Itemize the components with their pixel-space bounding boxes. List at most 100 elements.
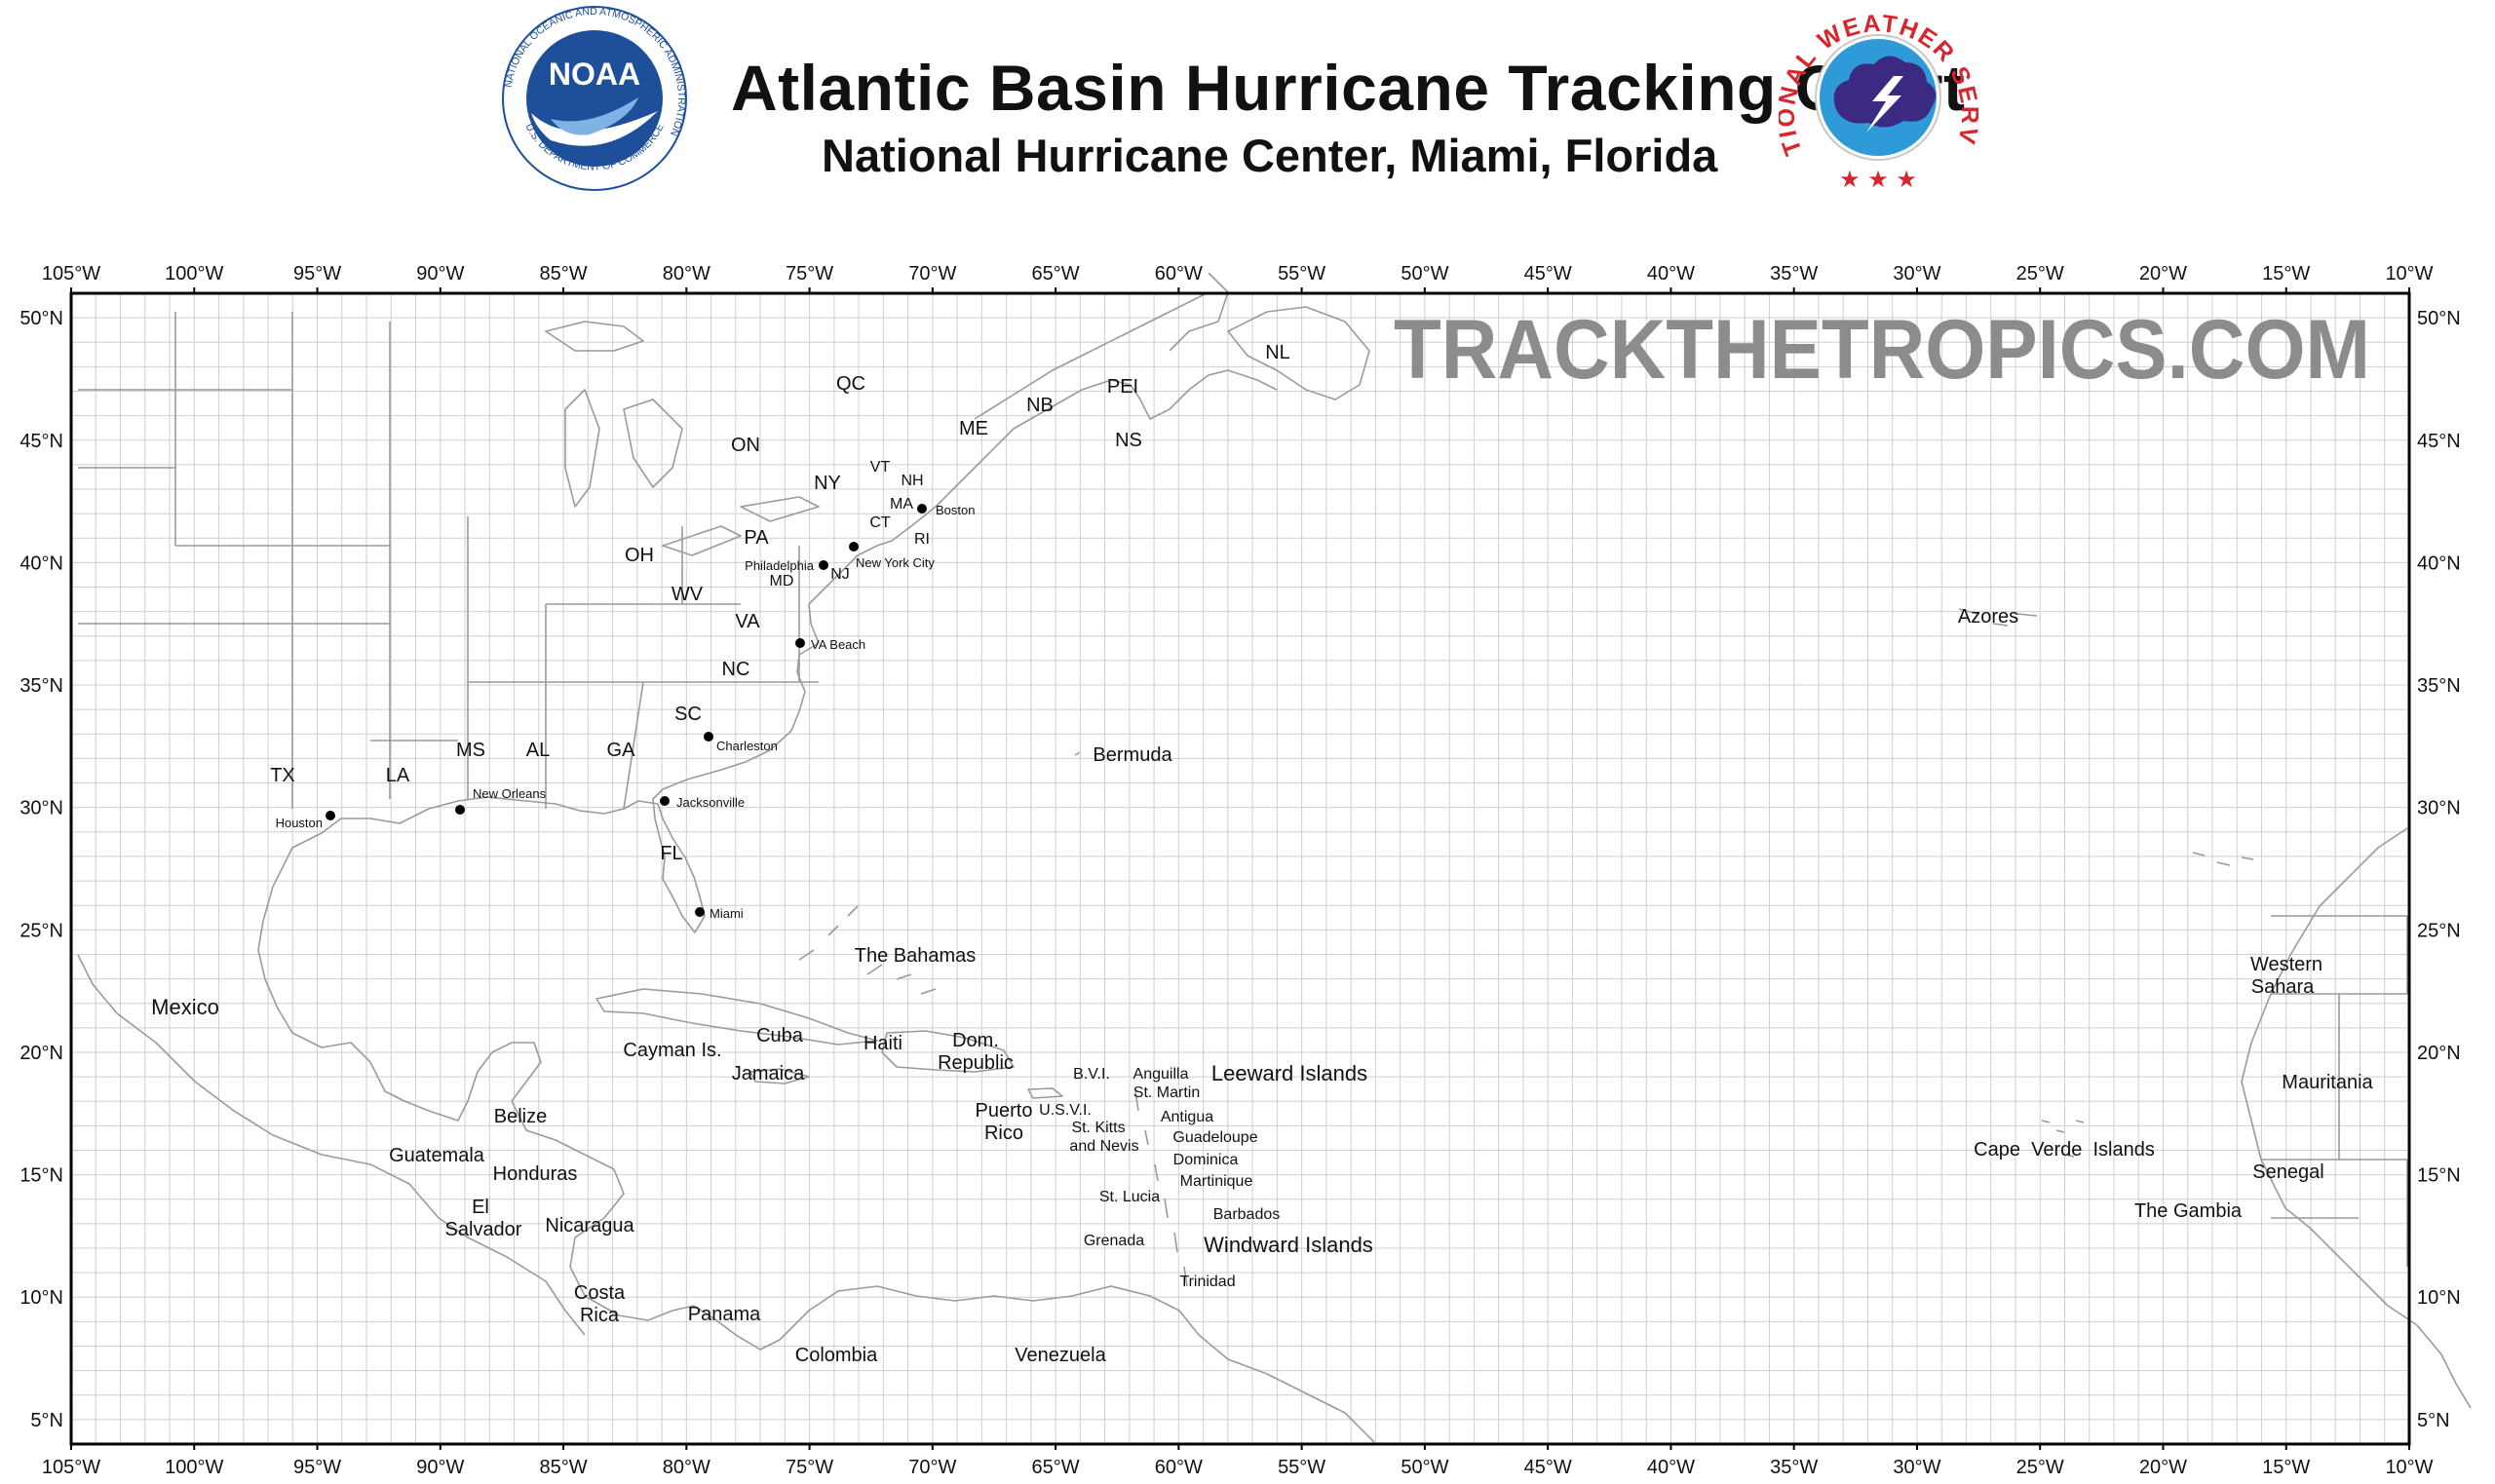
cape-verde-islands (2041, 1120, 2085, 1158)
lon-tick-label-top: 90°W (416, 263, 464, 285)
lon-tick-label-top: 65°W (1032, 263, 1080, 285)
lat-tick-label-left: 10°N (19, 1287, 63, 1309)
bahamas-islands (798, 905, 937, 995)
lon-tick-label-top: 100°W (165, 263, 223, 285)
lon-tick-label-top: 85°W (539, 263, 587, 285)
place-label: Grenada (1084, 1233, 1144, 1249)
axis-labels: 105°W 105°W 100°W 100°W 95°W 95°W 90°W 90°W 85°W… (19, 263, 2460, 1478)
lat-tick-label-right: 15°N (2417, 1165, 2461, 1187)
city-marker-icon (819, 560, 828, 570)
lon-tick-label-bottom: 60°W (1155, 1457, 1203, 1478)
place-label: Bermuda (1093, 744, 1172, 766)
lon-tick-label-top: 20°W (2139, 263, 2187, 285)
place-label: Belize (494, 1106, 547, 1127)
place-label: PEI (1107, 376, 1138, 398)
city-marker-icon (695, 907, 705, 917)
lon-tick-label-bottom: 40°W (1647, 1457, 1695, 1478)
lon-tick-label-bottom: 90°W (416, 1457, 464, 1478)
place-label: AL (526, 740, 550, 761)
lat-tick-label-left: 15°N (19, 1165, 63, 1187)
place-label: El (472, 1197, 489, 1218)
city-markers: Boston New York City Philadelphia VA Beach C… (276, 503, 976, 921)
place-label: Panama (688, 1304, 761, 1325)
place-label: Jamaica (732, 1063, 805, 1084)
place-label: U.S.V.I. (1039, 1102, 1092, 1119)
lon-tick-label-top: 105°W (42, 263, 100, 285)
city-label: Houston (276, 816, 323, 830)
lon-tick-label-bottom: 45°W (1524, 1457, 1572, 1478)
lon-tick-label-bottom: 15°W (2262, 1457, 2310, 1478)
lon-tick-label-top: 60°W (1155, 263, 1203, 285)
place-label: St. Martin (1133, 1084, 1200, 1101)
lat-tick-label-left: 20°N (19, 1043, 63, 1064)
africa-borders (2261, 915, 2408, 1267)
watermark-text: TRACKTHETROPICS.COM (1394, 303, 2370, 397)
place-label: NC (722, 659, 750, 680)
place-label: ME (959, 418, 988, 439)
lat-tick-label-right: 35°N (2417, 675, 2461, 697)
city-marker-icon (326, 811, 335, 820)
cuba-outline (595, 988, 878, 1046)
place-label: ON (731, 435, 760, 456)
lon-tick-label-top: 25°W (2016, 263, 2064, 285)
place-label: Cuba (756, 1025, 804, 1046)
place-label: Haiti (864, 1033, 902, 1054)
lat-tick-label-right: 10°N (2417, 1287, 2461, 1309)
gulf-st-lawrence-coast (974, 291, 1209, 420)
lat-tick-label-left: 25°N (19, 920, 63, 941)
place-label: Republic (938, 1052, 1014, 1074)
place-label: Dom. (952, 1030, 999, 1051)
place-label: The Gambia (2134, 1200, 2243, 1222)
city-marker-icon (660, 796, 670, 806)
lat-lon-grid (70, 292, 2410, 1445)
place-label: Sahara (2251, 976, 2315, 998)
noaa-emblem-icon: NOAA NATIONAL OCEANIC AND ATMOSPHERIC AD… (502, 6, 687, 191)
lat-tick-label-left: 45°N (19, 431, 63, 452)
city-label: New York City (856, 555, 935, 570)
city-label: Jacksonville (676, 795, 745, 810)
city-marker-icon (795, 638, 805, 648)
place-label: FL (660, 843, 682, 864)
lat-tick-label-left: 50°N (19, 308, 63, 329)
pacific-coastline (77, 954, 586, 1336)
lon-tick-label-top: 10°W (2385, 263, 2433, 285)
lon-tick-label-top: 15°W (2262, 263, 2310, 285)
lon-tick-label-top: 75°W (786, 263, 833, 285)
lat-tick-label-left: 5°N (30, 1410, 63, 1431)
place-label: Salvador (445, 1219, 522, 1240)
azores-islands (1958, 608, 2038, 627)
lon-tick-label-bottom: 55°W (1278, 1457, 1325, 1478)
page-title: Atlantic Basin Hurricane Tracking Chart (731, 52, 1966, 124)
lon-tick-label-bottom: 80°W (663, 1457, 710, 1478)
place-label: Guadeloupe (1172, 1129, 1257, 1146)
lon-tick-label-bottom: 95°W (293, 1457, 341, 1478)
place-label: NJ (830, 566, 850, 583)
place-label: B.V.I. (1073, 1066, 1110, 1083)
lat-tick-label-right: 30°N (2417, 798, 2461, 819)
place-label: Cape Verde Islands (1974, 1139, 2155, 1161)
place-label: St. Kitts (1071, 1120, 1125, 1136)
gulf-mexico-coastline (257, 920, 542, 1122)
place-label: QC (836, 373, 865, 395)
place-label: Windward Islands (1204, 1233, 1373, 1257)
puerto-rico-outline (1027, 1087, 1063, 1099)
city-label: Miami (710, 906, 744, 921)
city-marker-icon (917, 504, 927, 514)
lon-tick-label-bottom: 35°W (1770, 1457, 1818, 1478)
lesser-antilles (1134, 1090, 1188, 1287)
place-label: Leeward Islands (1211, 1061, 1367, 1085)
nws-stars-icon: ★ ★ ★ (1839, 166, 1917, 193)
place-label: NH (901, 473, 923, 489)
lon-tick-label-top: 70°W (908, 263, 956, 285)
map-frame (69, 291, 2411, 1446)
south-america-coastline (779, 1285, 1375, 1443)
place-label: Colombia (795, 1345, 878, 1366)
lon-tick-label-top: 55°W (1278, 263, 1325, 285)
place-label: MA (890, 496, 913, 513)
place-label: LA (386, 765, 410, 786)
place-label: Dominica (1173, 1152, 1239, 1168)
lon-tick-label-bottom: 65°W (1032, 1457, 1080, 1478)
place-label: Venezuela (1015, 1345, 1106, 1366)
lon-tick-label-top: 40°W (1647, 263, 1695, 285)
place-label: Mauritania (2282, 1072, 2373, 1093)
